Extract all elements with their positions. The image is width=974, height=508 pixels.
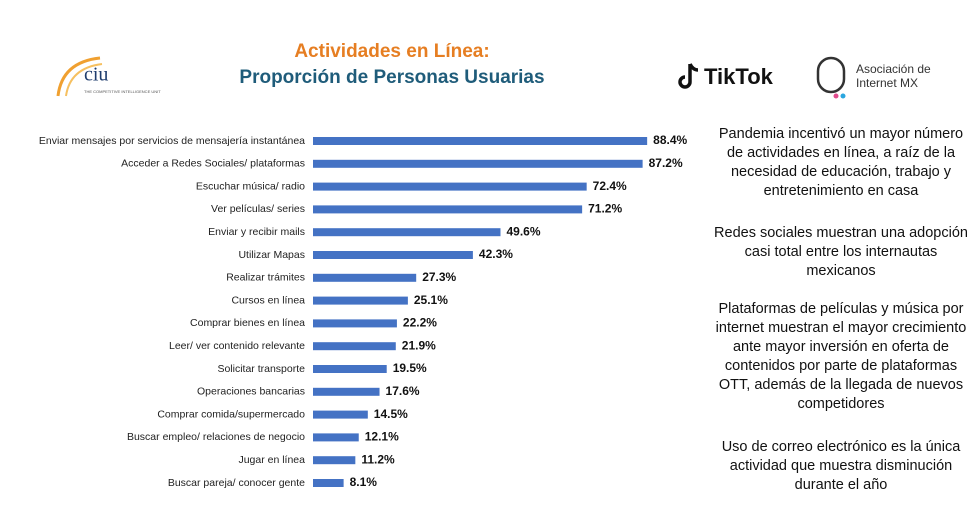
bar	[313, 137, 648, 145]
category-label: Jugar en línea	[238, 454, 305, 466]
bar	[313, 433, 359, 442]
category-label: Comprar bienes en línea	[190, 317, 305, 329]
logo-swoosh	[65, 63, 103, 97]
value-label: 12.1%	[365, 430, 399, 444]
bar	[313, 296, 408, 305]
bar	[313, 159, 643, 168]
bar	[313, 365, 387, 373]
category-label: Enviar mensajes por servicios de mensaje…	[39, 135, 305, 147]
bar	[313, 319, 397, 328]
value-label: 27.3%	[422, 270, 456, 284]
amipci-text: Internet MX	[856, 76, 918, 90]
category-label: Acceder a Redes Sociales/ plataformas	[121, 158, 305, 170]
amipci-text: Asociación de	[856, 62, 931, 76]
bar	[313, 228, 501, 237]
amipci-dot	[833, 93, 839, 99]
bar	[313, 479, 344, 487]
amipci-logo: Asociación de Internet MX	[816, 56, 931, 99]
value-label: 88.4%	[653, 133, 687, 147]
note: Plataformas de películas y música por in…	[715, 301, 967, 412]
tiktok-icon	[678, 63, 699, 89]
bar	[313, 456, 356, 465]
value-label: 42.3%	[479, 247, 513, 261]
chart-subtitle: Proporción de Personas Usuarias	[239, 67, 544, 88]
bar	[313, 410, 368, 419]
category-label: Escuchar música/ radio	[196, 180, 305, 192]
amipci-dot	[840, 93, 846, 99]
note: Uso de correo electrónico es la única ac…	[721, 439, 961, 493]
tiktok-logo: TikTok	[678, 63, 774, 89]
bar	[313, 273, 417, 282]
category-label: Operaciones bancarias	[197, 386, 305, 398]
category-label: Solicitar transporte	[217, 363, 305, 375]
value-label: 14.5%	[374, 407, 408, 421]
value-label: 11.2%	[361, 452, 395, 466]
value-label: 22.2%	[403, 316, 437, 330]
category-label: Buscar pareja/ conocer gente	[168, 477, 305, 489]
bar	[313, 251, 473, 259]
value-label: 17.6%	[386, 384, 420, 398]
value-label: 87.2%	[649, 156, 683, 170]
amipci-icon	[816, 56, 846, 94]
bar	[313, 205, 583, 214]
logo-text: ciu	[84, 64, 108, 86]
value-label: 21.9%	[402, 338, 436, 352]
chart-title: Actividades en Línea:	[294, 41, 489, 62]
value-label: 49.6%	[506, 224, 540, 238]
category-label: Utilizar Mapas	[238, 249, 305, 261]
logo-swoosh	[56, 56, 101, 97]
bar	[313, 182, 587, 191]
category-label: Ver películas/ series	[211, 203, 305, 215]
category-label: Buscar empleo/ relaciones de negocio	[127, 431, 305, 443]
value-label: 72.4%	[593, 179, 627, 193]
ciu-logo: ciu THE COMPETITIVE INTELLIGENCE UNIT	[56, 56, 161, 97]
category-label: Enviar y recibir mails	[208, 226, 305, 238]
category-label: Leer/ ver contenido relevante	[169, 340, 305, 352]
note: Redes sociales muestran una adopción cas…	[714, 225, 968, 279]
value-label: 25.1%	[414, 293, 448, 307]
value-label: 19.5%	[393, 361, 427, 375]
logo-tagline: THE COMPETITIVE INTELLIGENCE UNIT	[84, 89, 161, 94]
category-label: Realizar trámites	[226, 272, 305, 284]
value-label: 8.1%	[350, 475, 378, 489]
note: Pandemia incentivó un mayor número de ac…	[718, 126, 964, 199]
category-label: Cursos en línea	[231, 294, 305, 306]
value-label: 71.2%	[588, 202, 622, 216]
tiktok-text: TikTok	[704, 64, 774, 89]
bar	[313, 387, 380, 396]
bar	[313, 342, 396, 351]
category-label: Comprar comida/supermercado	[157, 408, 305, 420]
